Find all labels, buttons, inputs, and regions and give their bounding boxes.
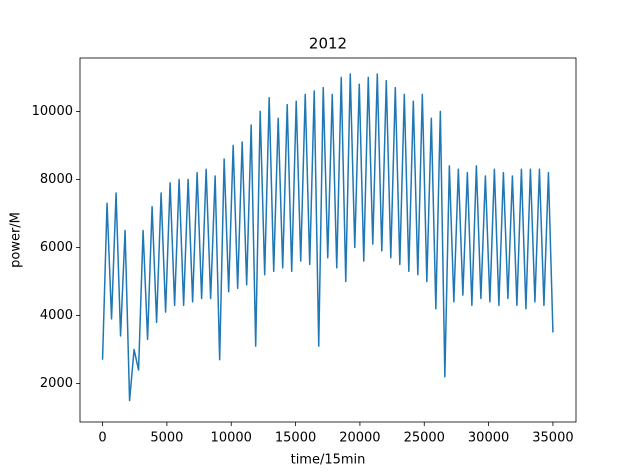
- y-tick-label: 2000: [40, 376, 73, 391]
- chart-title: 2012: [309, 35, 347, 53]
- data-line: [101, 73, 554, 402]
- x-tick-label: 5000: [150, 431, 183, 446]
- y-tick-label: 6000: [40, 240, 73, 255]
- plot-frame: [79, 57, 577, 423]
- x-axis-label: time/15min: [291, 453, 366, 468]
- x-tick-label: 35000: [532, 431, 573, 446]
- y-tick-label: 4000: [40, 308, 73, 323]
- y-tick-label: 10000: [32, 104, 73, 119]
- x-tick-label: 25000: [404, 431, 445, 446]
- y-tick-label: 8000: [40, 172, 73, 187]
- x-tick-label: 15000: [275, 431, 316, 446]
- x-tick-label: 30000: [468, 431, 509, 446]
- x-tick-label: 20000: [339, 431, 380, 446]
- x-tick-label: 0: [98, 431, 106, 446]
- x-tick-label: 10000: [211, 431, 252, 446]
- y-axis-label: power/M: [9, 212, 24, 268]
